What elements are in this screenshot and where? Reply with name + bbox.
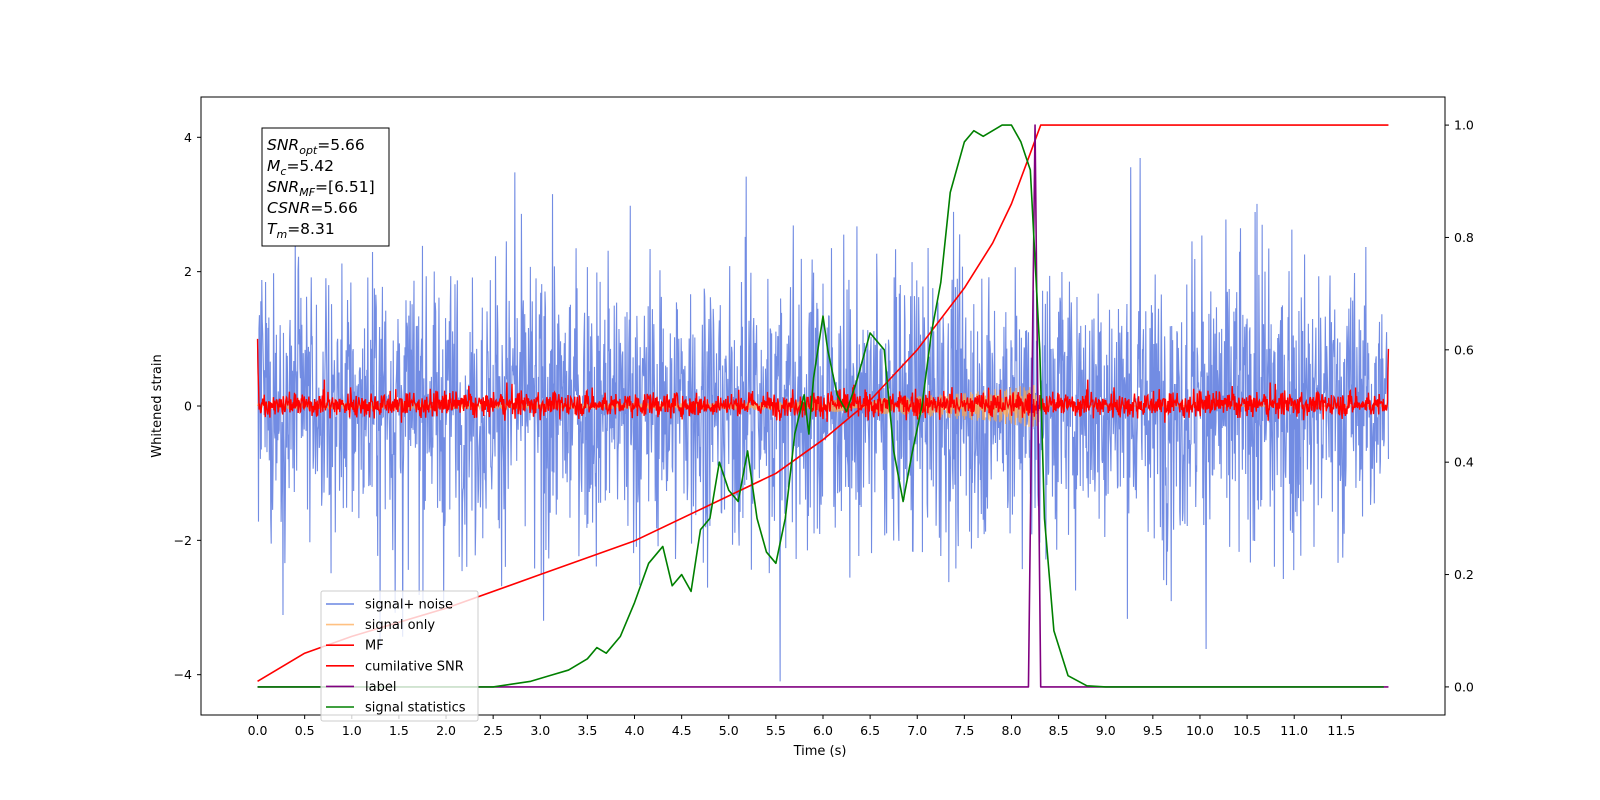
series-signal-statistics: [257, 124, 1384, 688]
y2-tick-label: 1.0: [1454, 118, 1474, 133]
x-tick-label: 11.5: [1327, 723, 1355, 738]
x-tick-label: 1.5: [389, 723, 409, 738]
x-tick-label: 6.5: [860, 723, 880, 738]
x-tick-label: 11.0: [1280, 723, 1308, 738]
stats-box-frame: [261, 127, 390, 247]
legend-entry: signal statistics: [365, 701, 466, 716]
legend-entry: label: [365, 680, 396, 695]
x-tick-label: 2.5: [483, 723, 503, 738]
x-tick-label: 0.0: [248, 723, 268, 738]
x-tick-label: 1.0: [342, 723, 362, 738]
stats-line: SNRopt=5.66: [267, 136, 365, 157]
legend: signal+ noise signal only MF cumilative SNR…: [320, 590, 479, 722]
x-tick-label: 8.0: [1002, 723, 1022, 738]
x-tick-label: 10.5: [1233, 723, 1261, 738]
y2-tick-label: 0.2: [1454, 567, 1474, 582]
x-axis-label: Time (s): [793, 744, 847, 759]
y2-tick-label: 0.8: [1454, 230, 1474, 245]
x-tick-label: 4.5: [672, 723, 692, 738]
x-tick-label: 9.0: [1096, 723, 1116, 738]
y-tick-label: −4: [174, 667, 192, 682]
x-tick-label: 2.0: [436, 723, 456, 738]
x-tick-label: 7.0: [907, 723, 927, 738]
y2-tick-label: 0.0: [1454, 679, 1474, 694]
x-tick-label: 4.0: [625, 723, 645, 738]
x-tick-label: 9.5: [1143, 723, 1163, 738]
legend-entry: MF: [365, 639, 384, 654]
x-tick-label: 8.5: [1049, 723, 1069, 738]
y2-tick-label: 0.4: [1454, 455, 1474, 470]
y-tick-label: 2: [184, 264, 192, 279]
legend-frame: [320, 590, 479, 722]
series-mf: [256, 338, 1390, 423]
y-axis: 4 2 0 −2 −4: [174, 130, 201, 682]
stats-line: Tm=8.31: [267, 220, 335, 241]
y-tick-label: 0: [184, 399, 192, 414]
y2-tick-label: 0.6: [1454, 342, 1474, 357]
legend-entry: cumilative SNR: [365, 659, 464, 674]
x-tick-label: 5.5: [766, 723, 786, 738]
stats-line: CSNR=5.66: [267, 199, 358, 217]
stats-line: SNRMF=[6.51]: [267, 178, 375, 199]
x-tick-label: 5.0: [719, 723, 739, 738]
legend-entry: signal+ noise: [365, 598, 453, 613]
y-tick-label: −2: [174, 533, 192, 548]
y-tick-label: 4: [184, 130, 192, 145]
x-tick-label: 3.5: [577, 723, 597, 738]
x-tick-label: 10.0: [1186, 723, 1214, 738]
y-axis-label: Whitened strain: [150, 354, 165, 457]
y2-axis: 1.0 0.8 0.6 0.4 0.2 0.0: [1445, 118, 1474, 694]
x-axis: 0.0 0.5 1.0 1.5 2.0 2.5 3.0 3.5 4.0 4.5 5.0 5.5 6.0 6…: [248, 715, 1355, 738]
x-tick-label: 0.5: [295, 723, 315, 738]
series-signal-noise: [257, 157, 1389, 682]
x-tick-label: 7.5: [954, 723, 974, 738]
legend-entry: signal only: [365, 618, 435, 633]
x-tick-label: 3.0: [530, 723, 550, 738]
stats-line: Mc=5.42: [267, 157, 334, 178]
x-tick-label: 6.0: [813, 723, 833, 738]
